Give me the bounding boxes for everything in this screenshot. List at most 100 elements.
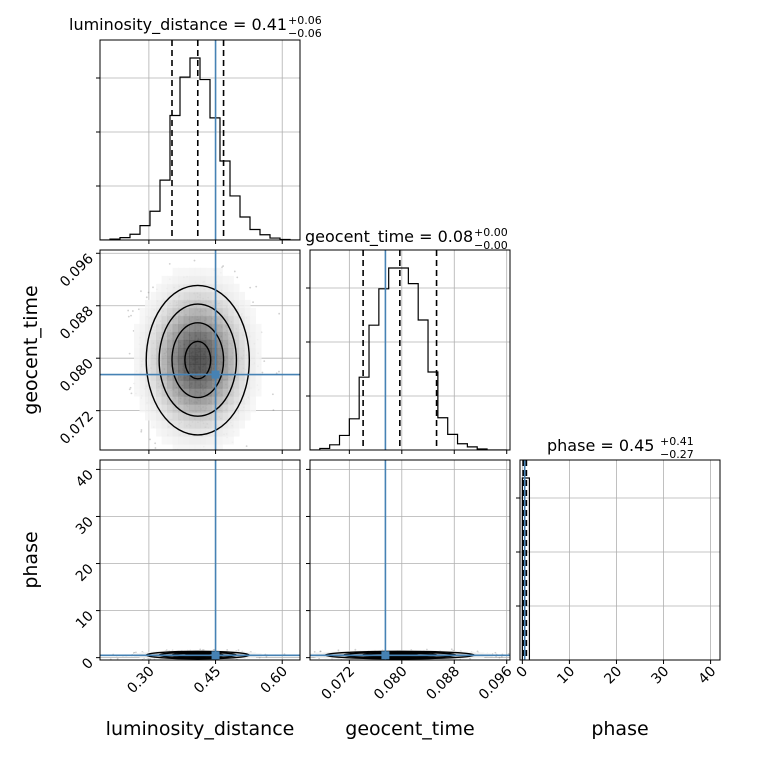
density-cell [238,299,245,309]
density-cell [178,291,185,301]
x-tick-label: 0.30 [124,664,157,697]
density-cell [255,331,262,341]
density-cell [205,387,212,397]
sample-point [127,315,130,318]
density-cell [211,315,218,325]
density-cell [139,307,146,317]
density-cell [161,283,168,293]
density-cell [178,419,185,429]
density-cell [227,283,234,293]
density-cell [183,436,190,445]
density-cell [222,275,229,285]
density-cell [222,403,229,413]
sample-point [137,308,140,311]
density-cell [183,427,190,437]
density-cell [244,371,251,381]
density-cell [167,379,174,389]
density-cell [211,436,218,445]
density-cell [250,652,257,654]
title-sup: +0.06 [288,14,322,27]
density-cell [189,307,196,317]
density-cell [194,379,201,389]
density-cell [227,411,234,421]
density-cell [211,355,218,365]
panel-frame [309,459,511,661]
sample-point [236,276,239,279]
x-tick-label: 0 [514,664,532,682]
sample-point [278,370,280,373]
histogram-step [310,267,507,450]
density-cell [178,650,185,652]
sample-point [145,296,148,299]
density-cell [178,315,185,325]
density-cell [134,323,141,333]
density-cell [161,275,168,285]
density-cell [227,275,234,285]
sample-point [199,648,202,651]
density-cell [467,651,477,653]
density-cell [194,444,201,450]
density-cell [205,267,212,277]
density-cell [183,323,190,333]
density-cell [145,387,152,397]
density-cell [189,291,196,301]
sample-point [130,392,133,395]
density-cell [250,355,257,365]
sample-point [308,655,310,657]
density-cell [244,363,251,373]
density-cell [211,347,218,357]
density-cell [222,347,229,357]
density-cell [233,291,240,301]
density-cell [244,331,251,341]
title-sub: −0.06 [288,27,322,40]
density-cell [139,347,146,357]
sample-point [149,438,151,441]
density-cell [211,331,218,341]
xlabel-luminosity-distance: luminosity_distance [106,718,295,740]
density-cell [205,650,212,652]
density-cell [200,363,207,373]
density-cell [189,371,196,381]
x-tick-label: 0.45 [191,664,224,697]
density-cell [139,371,146,381]
density-cell [238,323,245,333]
density-cell [161,347,168,357]
density-cell [200,323,207,333]
density-cell [250,387,257,397]
density-cell [161,379,168,389]
density-cell [347,650,357,652]
density-cell [183,355,190,365]
density-cell [200,283,207,293]
density-cell [205,427,212,437]
density-cell [161,355,168,365]
density-cell [183,379,190,389]
density-cell [150,339,157,349]
density-cell [134,652,141,654]
panel-content [520,460,720,660]
density-cell [233,650,240,652]
contour-level [145,284,251,436]
density-cell [200,436,207,445]
density-cell [238,379,245,389]
sample-point [354,648,357,651]
density-cell [244,403,251,413]
density-cell [211,267,218,277]
density-cell [183,339,190,349]
sample-point [140,429,143,431]
density-cell [172,395,179,405]
density-cell [167,307,174,317]
density-cell [255,355,262,365]
density-cell [244,299,251,309]
density-cell [194,395,201,405]
density-cell [233,427,240,437]
density-cell [211,387,218,397]
density-cell [216,379,223,389]
density-cell [250,347,257,357]
sample-point [168,262,171,265]
density-cell [167,403,174,413]
density-cell [183,331,190,341]
density-cell [250,339,257,349]
panel-content [100,250,300,458]
sample-point [172,456,174,458]
density-cell [227,291,234,301]
